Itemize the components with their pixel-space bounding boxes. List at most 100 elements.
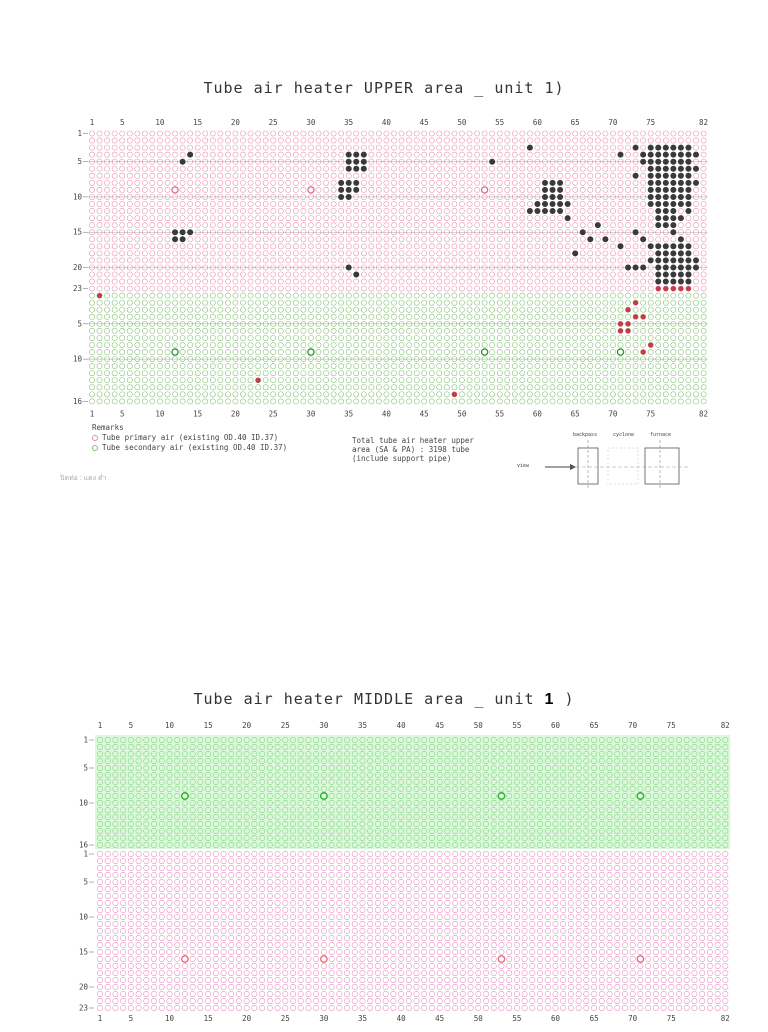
tube-circle: [353, 313, 360, 320]
tube-circle: [527, 172, 533, 179]
tube-circle: [157, 313, 163, 320]
tube-circle: [693, 271, 699, 278]
tube-circle: [542, 222, 548, 229]
tube-circle: [587, 292, 594, 299]
tube-circle: [637, 842, 644, 848]
tube-circle: [172, 285, 178, 292]
plugged-tube-dot: [655, 215, 662, 222]
tube-circle: [406, 201, 412, 207]
tube-circle: [610, 285, 616, 292]
tube-circle: [632, 384, 639, 391]
tube-circle: [149, 151, 156, 158]
tube-circle: [179, 335, 186, 341]
tube-circle: [542, 391, 548, 398]
tube-circle: [451, 144, 458, 151]
tube-circle: [602, 271, 609, 278]
tube-circle: [382, 765, 389, 771]
tube-circle: [489, 278, 496, 285]
tube-circle: [699, 842, 706, 848]
tube-circle: [534, 250, 541, 257]
tube-circle: [706, 807, 713, 813]
tube-circle: [89, 271, 95, 278]
tube-circle: [240, 384, 246, 391]
tube-circle: [344, 821, 351, 827]
plugged-red-dot: [678, 286, 684, 292]
tube-circle: [678, 130, 684, 137]
tube-circle: [560, 786, 567, 792]
tube-circle: [232, 377, 239, 384]
plugged-red-dot: [451, 391, 457, 397]
tube-circle: [676, 807, 682, 813]
tube-circle: [534, 236, 541, 243]
tube-circle: [398, 335, 405, 341]
tube-circle: [413, 201, 420, 207]
tube-circle: [205, 835, 212, 841]
tube-circle: [336, 814, 343, 820]
tube-circle: [542, 215, 548, 221]
tube-circle: [166, 851, 173, 857]
plugged-tube-dot: [693, 151, 699, 158]
tube-circle: [617, 236, 624, 243]
tube-circle: [315, 299, 322, 306]
tube-circle: [179, 363, 186, 370]
tube-circle: [575, 744, 582, 750]
tube-circle: [360, 335, 367, 341]
tube-circle: [217, 257, 224, 264]
tube-circle: [232, 179, 239, 186]
tube-circle: [489, 215, 496, 221]
tube-circle: [157, 137, 163, 144]
tube-circle: [149, 257, 156, 264]
tube-circle: [421, 215, 428, 221]
tube-circle: [436, 363, 443, 370]
tube-circle: [189, 851, 196, 857]
tube-circle: [235, 865, 242, 871]
tube-circle: [240, 187, 246, 193]
plugged-tube-dot: [594, 222, 601, 229]
tube-circle: [119, 391, 126, 398]
tube-circle: [436, 144, 443, 151]
tube-circle: [498, 814, 505, 820]
tube-circle: [336, 737, 343, 743]
tube-circle: [134, 222, 141, 229]
tube-circle: [189, 814, 196, 820]
tube-circle: [251, 800, 258, 806]
tube-circle: [557, 342, 563, 348]
tube-circle: [436, 250, 443, 257]
tube-circle: [444, 851, 451, 857]
tube-circle: [247, 377, 254, 384]
tube-circle: [693, 278, 699, 285]
tube-circle: [247, 342, 254, 348]
plugged-tube-dot: [655, 186, 662, 193]
tube-circle: [678, 292, 684, 299]
tube-circle: [187, 222, 194, 229]
tube-circle: [451, 257, 458, 264]
plugged-tube-dot: [557, 193, 564, 200]
tube-circle: [557, 377, 563, 384]
tube-circle: [621, 737, 628, 743]
tube-circle: [330, 285, 337, 292]
tube-circle: [466, 285, 473, 292]
tube-circle: [602, 151, 609, 158]
tube-circle: [194, 335, 201, 341]
tube-circle: [270, 165, 277, 172]
tube-circle: [274, 800, 281, 806]
tube-circle: [228, 865, 235, 871]
tube-circle: [243, 865, 250, 871]
tube-circle: [179, 285, 186, 292]
tube-circle: [640, 215, 647, 221]
tube-circle: [542, 285, 548, 292]
tube-circle: [632, 151, 639, 158]
tube-circle: [111, 172, 118, 179]
tube-circle: [308, 257, 314, 264]
tube-circle: [398, 858, 405, 864]
tube-circle: [451, 243, 458, 250]
tube-circle: [537, 814, 544, 820]
tube-circle: [126, 201, 133, 207]
tube-circle: [344, 786, 351, 792]
tube-circle: [459, 835, 466, 841]
tube-circle: [632, 306, 639, 313]
tube-circle: [652, 807, 659, 813]
tube-circle: [398, 751, 405, 757]
tube-circle: [506, 865, 513, 871]
tube-circle: [282, 858, 289, 864]
